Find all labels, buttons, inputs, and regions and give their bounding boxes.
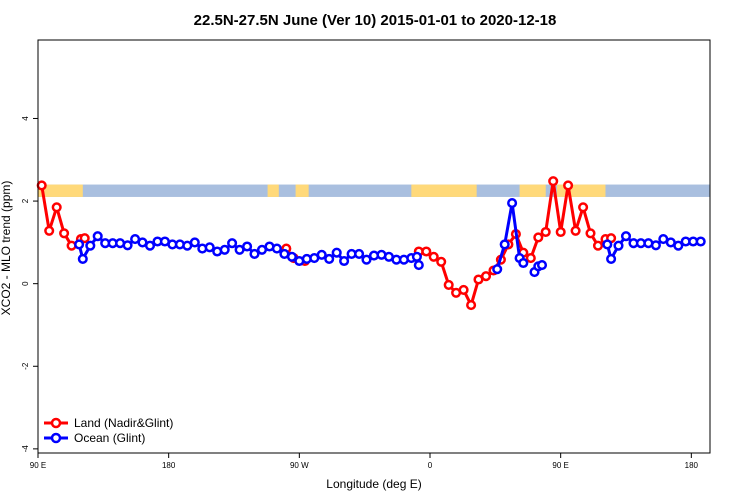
x-tick-label: 90 E [552,461,568,470]
series-ocean-point [122,240,133,251]
legend-land-label: Land (Nadir&Glint) [74,416,173,430]
series-ocean-point [331,247,342,258]
series-ocean-point [354,248,365,259]
y-tick-label: 4 [21,116,30,121]
series-land-point [466,300,477,311]
series-ocean-point [650,240,661,251]
legend-ocean-marker [50,432,62,444]
y-tick-label: 2 [21,198,30,203]
strip-land-segment [267,184,279,197]
series-ocean-point [411,251,422,262]
series-ocean-point [620,231,632,242]
series-land-point [428,251,439,262]
series-land-point [443,279,454,290]
series-ocean-point [77,253,88,264]
y-tick-label: -2 [21,362,30,370]
series-ocean-point [227,238,238,249]
y-tick-label: -4 [21,445,30,453]
series-ocean-point [507,198,518,209]
series-ocean-point [189,237,200,248]
legend: Land (Nadir&Glint) Ocean (Glint) [44,416,173,445]
series-ocean-point [536,260,548,271]
series-land-point [44,225,55,236]
series-ocean-point [499,239,510,250]
x-axis-label: Longitude (deg E) [326,477,421,491]
plot-frame [37,39,711,454]
series-land-point [540,226,551,238]
series-land-point [592,240,604,251]
x-tick-label: 90 W [290,461,309,470]
strip-land-segment [38,184,83,197]
series-ocean-point [242,241,253,252]
y-axis-ticks: -4 -2 0 2 4 [21,116,38,453]
series-land-point [436,256,447,267]
series-land-point [585,228,596,239]
series-ocean-point [92,231,103,242]
strip-land-segment [411,184,477,197]
x-tick-label: 90 E [30,461,46,470]
strip-ocean [38,184,710,197]
series-ocean-point [144,240,156,251]
series-land-point [578,202,589,213]
series-land-point [555,226,566,238]
land-ocean-strip [38,184,710,197]
series-ocean-point [219,244,230,255]
series-land-point [563,180,574,191]
series-ocean-point [85,240,96,251]
series-land-point [421,246,432,257]
strip-land-segment [519,184,546,197]
series-land-point [36,180,47,191]
series-land-point [79,233,90,244]
series-ocean-point [286,251,297,262]
series-ocean-point [249,248,260,259]
series-ocean-point [74,239,85,250]
series-land-point [570,225,581,236]
series-ocean-point [518,257,529,269]
x-tick-label: 180 [685,461,699,470]
series-ocean-point [413,260,424,271]
series-ocean-point [492,264,503,275]
series-land-point [59,228,70,239]
x-tick-label: 180 [162,461,176,470]
series-land-point [51,202,62,213]
series-land-point [533,232,544,243]
chart-title: 22.5N-27.5N June (Ver 10) 2015-01-01 to … [194,12,557,29]
series-ocean-point [339,255,350,267]
series-ocean-point [673,240,684,251]
series-ocean-point [606,253,617,264]
series-land-point [525,253,536,264]
series-ocean-point [324,253,335,264]
series-land-point [548,176,559,187]
series-ocean-point [361,254,372,265]
series-ocean-point [316,249,327,260]
x-axis-ticks: 90 E 180 90 W 0 90 E 180 [30,453,699,470]
strip-land-segment [295,184,309,197]
series-layer [36,176,706,311]
y-axis-label: XCO2 - MLO trend (ppm) [0,181,13,316]
series-ocean-point [695,236,706,247]
legend-ocean-label: Ocean (Glint) [74,431,145,445]
series-ocean-point [204,242,215,253]
series-land-point [480,271,492,282]
series-land-point [458,284,469,295]
x-tick-label: 0 [428,461,433,470]
series-ocean-point [613,240,624,251]
legend-land-marker [50,417,62,429]
series-ocean-point [271,243,282,254]
y-tick-label: 0 [21,281,30,286]
series-ocean-point [602,239,613,250]
